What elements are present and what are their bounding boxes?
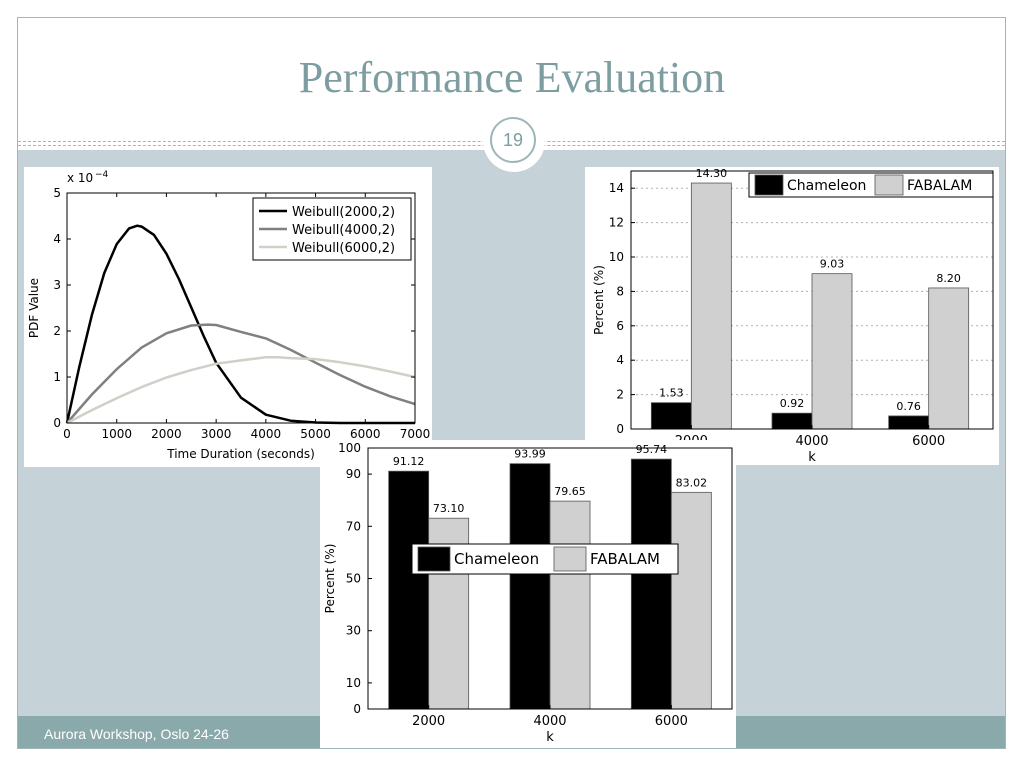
legend-label-2: Weibull(4000,2): [292, 223, 395, 238]
bar-chameleon-6000: [630, 458, 672, 710]
y-tick-label: 30: [346, 624, 361, 638]
y-tick-label: 0: [616, 422, 624, 436]
legend-label-2: FABALAM: [907, 178, 972, 194]
y-tick-label: 3: [53, 278, 61, 292]
legend-label-1: Weibull(2000,2): [292, 205, 395, 220]
bar-fabalam-4000: [549, 500, 591, 710]
series-line-1: [65, 224, 415, 425]
data-label: 8.20: [936, 272, 961, 285]
plot-frame: [66, 192, 416, 424]
x-axis-label: k: [808, 450, 816, 465]
x-tick-label: 1000: [101, 427, 132, 441]
y-tick-label: 8: [616, 284, 624, 298]
legend-box: [411, 543, 679, 575]
y-tick-label: 70: [346, 519, 361, 533]
x-tick-label: 4000: [795, 434, 828, 449]
y-axis-label: Percent (%): [592, 265, 606, 335]
legend-label-1: Chameleon: [787, 178, 866, 194]
data-label: 93.99: [514, 448, 546, 461]
y-tick-label: 0: [353, 702, 361, 716]
y-tick-label: 10: [609, 250, 624, 264]
bar-chameleon-4000: [509, 463, 551, 710]
x-tick-label: 4000: [533, 714, 566, 729]
x-tick-label: 2000: [151, 427, 182, 441]
data-label: 0.92: [780, 397, 805, 410]
weibull-chart-panel: 0 1000 2000 3000 4000 5000 6000 7000 0 1 2 3 4 5 x 10−…: [24, 167, 432, 467]
bar-chameleon-6000: [888, 415, 930, 430]
x-tick-label: 6000: [655, 714, 688, 729]
percent-small-chart-panel: 1.5314.3020000.929.0340000.768.206000024…: [585, 167, 999, 465]
percent-large-chart-panel: 91.12 73.10 2000 93.99 79.65 4000 95.74 83.02 60…: [320, 440, 736, 748]
slide-title: Performance Evaluation: [298, 53, 726, 102]
legend-swatch-1: [417, 546, 451, 572]
data-label: 73.10: [433, 502, 465, 515]
series-line-2: [66, 323, 416, 424]
percent-small-bar-chart: 1.5314.3020000.929.0340000.768.206000024…: [592, 167, 994, 465]
bar-chameleon-2000: [388, 470, 430, 710]
data-label: 14.30: [696, 167, 728, 180]
x-tick-label: 2000: [412, 714, 445, 729]
y-multiplier-exponent: −4: [95, 170, 109, 180]
bar-chameleon-4000: [771, 412, 813, 430]
legend-label-1: Chameleon: [454, 550, 539, 568]
data-label: 79.65: [554, 485, 586, 498]
y-tick-label: 6: [616, 319, 624, 333]
y-tick-label: 12: [609, 216, 624, 230]
data-label: 83.02: [676, 476, 708, 489]
x-tick-label: 6000: [350, 427, 381, 441]
x-tick-label: 3000: [201, 427, 232, 441]
weibull-pdf-chart: 0 1000 2000 3000 4000 5000 6000 7000 0 1 2 3 4 5 x 10−…: [27, 170, 431, 461]
plot-frame: [630, 170, 994, 430]
y-tick-label: 100: [338, 441, 361, 455]
y-tick-label: 2: [616, 388, 624, 402]
footer-text: Aurora Workshop, Oslo 24-26: [44, 726, 229, 742]
legend-box: [748, 172, 994, 198]
x-axis-label: k: [546, 730, 554, 745]
bar-fabalam-4000: [811, 273, 853, 430]
data-label: 1.53: [659, 387, 684, 400]
x-tick-label: 7000: [400, 427, 431, 441]
bar-chameleon-2000: [650, 402, 692, 430]
legend-swatch-2: [553, 546, 587, 572]
y-multiplier-label: x 10: [67, 171, 93, 185]
bar-fabalam-6000: [928, 287, 970, 430]
y-tick-label: 50: [346, 572, 361, 586]
y-tick-label: 2: [53, 324, 61, 338]
data-label: 91.12: [393, 455, 425, 468]
y-tick-label: 1: [53, 370, 61, 384]
y-axis-label: PDF Value: [27, 278, 41, 338]
y-tick-label: 4: [616, 353, 624, 367]
y-tick-label: 0: [53, 416, 61, 430]
x-tick-label: 5000: [300, 427, 331, 441]
bar-fabalam-6000: [670, 491, 712, 710]
legend-swatch-1: [754, 174, 784, 196]
x-axis-label: Time Duration (seconds): [166, 447, 315, 461]
data-label: 95.74: [636, 443, 668, 456]
y-tick-label: 4: [53, 232, 61, 246]
y-tick-label: 10: [346, 676, 361, 690]
data-label: 9.03: [820, 258, 845, 271]
page-number-badge: 19: [490, 117, 536, 163]
x-tick-label: 6000: [912, 434, 945, 449]
y-tick-label: 5: [53, 186, 61, 200]
legend-label-2: FABALAM: [590, 550, 660, 568]
y-tick-label: 14: [609, 181, 624, 195]
y-tick-label: 90: [346, 467, 361, 481]
data-label: 0.76: [896, 400, 921, 413]
legend-swatch-2: [874, 174, 904, 196]
series-line-3: [66, 355, 416, 425]
y-axis-label: Percent (%): [323, 544, 337, 614]
percent-large-bar-chart: 91.12 73.10 2000 93.99 79.65 4000 95.74 83.02 60…: [323, 441, 733, 745]
x-tick-label: 4000: [251, 427, 282, 441]
x-tick-label: 0: [63, 427, 71, 441]
bar-fabalam-2000: [690, 182, 732, 430]
legend-label-3: Weibull(6000,2): [292, 241, 395, 256]
